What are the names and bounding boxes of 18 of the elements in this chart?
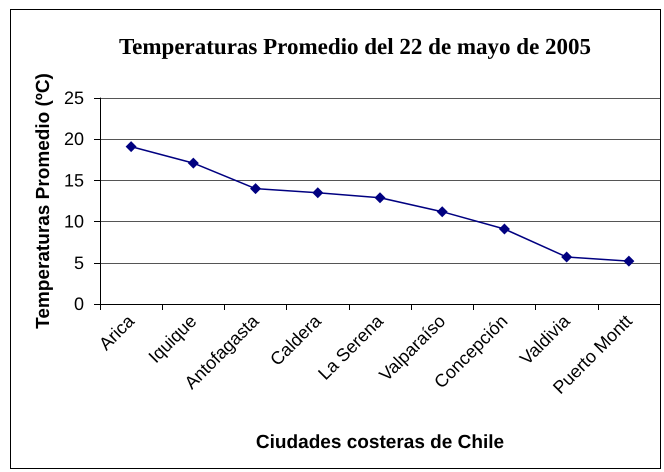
point <box>623 256 634 267</box>
y-tick-label: 15 <box>64 170 84 190</box>
point <box>498 224 510 235</box>
y-tick-label: 25 <box>64 88 84 108</box>
y-tick-label: 0 <box>74 294 84 314</box>
point <box>188 158 199 169</box>
y-axis-title: Temperaturas Promedio (ºC) <box>33 73 54 329</box>
chart-title: Temperaturas Promedio del 22 de mayo de 2005 <box>118 34 592 59</box>
point <box>374 192 386 204</box>
point <box>436 206 448 218</box>
y-tick-label: 5 <box>74 252 84 273</box>
point <box>561 252 572 263</box>
point <box>312 187 324 198</box>
x-axis-title: Ciudades costeras de Chile <box>256 432 504 453</box>
point <box>250 183 262 194</box>
point <box>126 141 137 152</box>
y-tick-label: 10 <box>64 212 84 232</box>
y-tick-label: 20 <box>64 129 84 150</box>
